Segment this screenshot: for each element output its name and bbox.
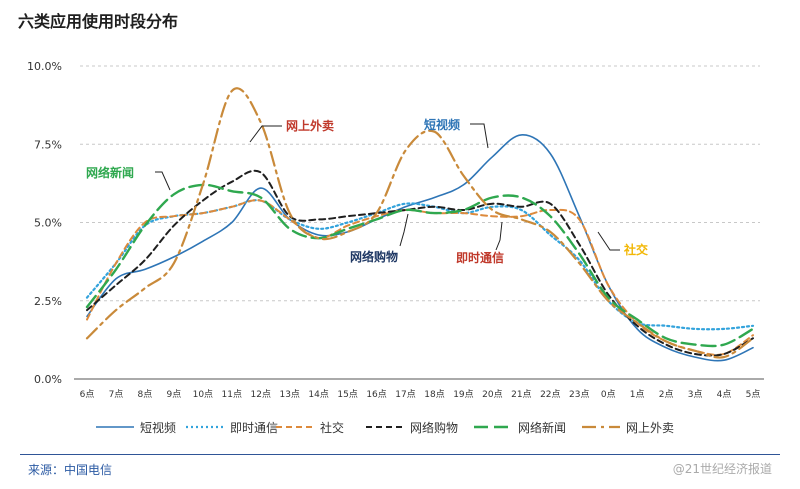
annotation-leader-line [399,213,409,247]
x-tick-label: 14点 [308,389,328,400]
y-tick-label: 7.5% [34,138,62,151]
x-tick-label: 9点 [167,389,182,400]
x-tick-label: 15点 [337,389,357,400]
chart-title: 六类应用使用时段分布 [18,12,179,31]
series-line-0 [86,134,754,362]
y-tick-label: 0.0% [34,373,62,386]
x-tick-label: 17点 [395,389,415,400]
source-text: 来源：中国电信 [28,463,113,477]
y-tick-label: 5.0% [34,217,62,230]
x-tick-label: 12点 [251,389,271,400]
annotation-leader-line [597,231,620,251]
x-tick-label: 6点 [80,389,95,400]
watermark-text: @21世纪经济报道 [672,462,772,476]
x-tick-label: 0点 [601,389,616,400]
series-line-4 [85,183,755,348]
x-tick-label: 1点 [630,389,645,400]
x-tick-label: 23点 [569,389,589,400]
legend-label: 短视频 [140,420,176,435]
x-tick-label: 11点 [222,389,242,400]
x-tick-label: 20点 [482,389,502,400]
x-tick-label: 13点 [279,389,299,400]
x-tick-label: 10点 [193,389,213,400]
footer-divider [20,454,780,455]
x-tick-label: 2点 [659,389,674,400]
legend-label: 社交 [320,420,344,435]
x-tick-label: 21点 [511,389,531,400]
x-tick-label: 4点 [717,389,732,400]
annotation-label: 即时通信 [456,250,504,265]
y-tick-label: 10.0% [27,60,62,73]
legend-label: 网络新闻 [518,420,566,435]
annotation-leader-line [470,123,489,149]
legend-label: 网上外卖 [626,421,674,435]
x-tick-label: 3点 [688,389,703,400]
x-tick-label: 22点 [540,389,560,400]
annotation-leader-line [495,221,503,251]
annotation-label: 网络购物 [350,249,398,264]
annotation-leader-line [155,171,171,191]
series-line-3 [86,169,754,357]
x-tick-label: 19点 [453,389,473,400]
annotation-leader-line [249,125,282,143]
y-tick-label: 2.5% [34,295,62,308]
annotation-label: 网上外卖 [286,118,334,133]
x-tick-label: 8点 [138,389,153,400]
annotation-label: 社交 [623,242,648,257]
series-line-5 [85,87,755,359]
series-line-1 [85,199,755,331]
annotation-label: 网络新闻 [86,165,134,180]
legend-label: 即时通信 [230,421,278,435]
x-tick-label: 5点 [746,389,761,400]
x-tick-label: 16点 [366,389,386,400]
x-tick-label: 18点 [424,389,444,400]
x-tick-label: 7点 [109,389,124,400]
legend-label: 网络购物 [410,420,458,435]
annotation-label: 短视频 [424,117,460,132]
